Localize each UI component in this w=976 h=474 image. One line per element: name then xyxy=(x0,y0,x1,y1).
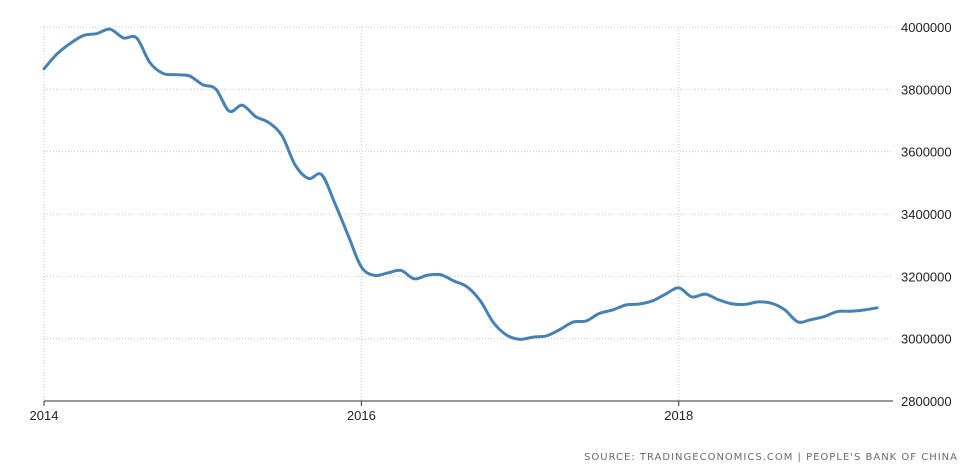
y-axis: 2800000 3000000 3200000 3400000 3600000 38000… xyxy=(901,20,952,409)
y-tick-label: 2800000 xyxy=(901,394,952,409)
series-group xyxy=(42,27,879,341)
grid xyxy=(43,26,893,402)
y-tick-label: 3400000 xyxy=(901,207,952,222)
y-tick-label: 3800000 xyxy=(901,82,952,97)
x-tick-label: 2018 xyxy=(664,408,693,423)
x-axis: 2014 2016 2018 xyxy=(30,400,893,423)
y-tick-label: 3000000 xyxy=(901,332,952,347)
series-line xyxy=(42,27,879,341)
y-tick-label: 3200000 xyxy=(901,269,952,284)
x-tick-label: 2014 xyxy=(30,408,59,423)
y-tick-label: 4000000 xyxy=(901,20,952,35)
source-note: SOURCE: TRADINGECONOMICS.COM | PEOPLE'S … xyxy=(584,452,958,463)
x-tick-label: 2016 xyxy=(347,408,376,423)
y-tick-label: 3600000 xyxy=(901,145,952,160)
